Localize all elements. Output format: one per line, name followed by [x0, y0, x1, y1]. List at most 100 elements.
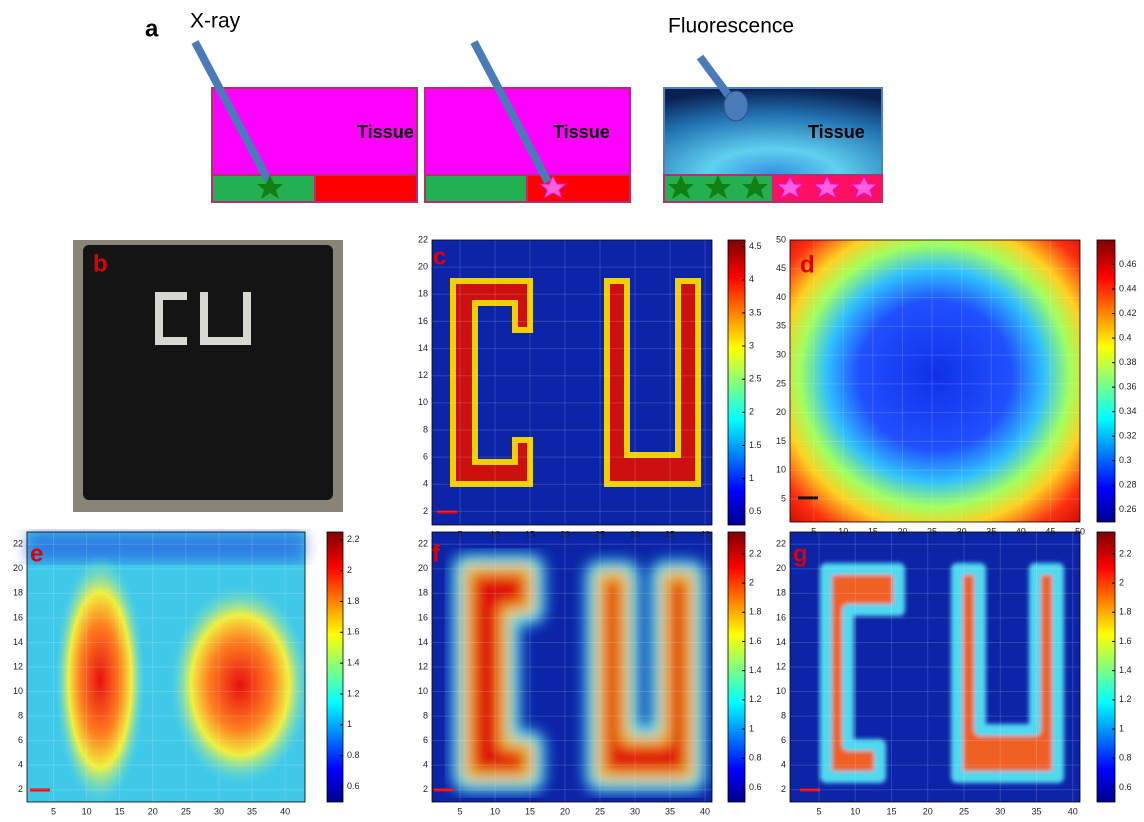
x-tick-label: 15: [868, 526, 878, 536]
colorbar-tick-label: 0.38: [1119, 357, 1137, 367]
colorbar-tick-label: 2: [749, 407, 754, 417]
colorbar-tick-label: 3.5: [749, 307, 762, 317]
x-tick-label: 30: [630, 806, 640, 816]
colorbar-tick-label: 1.2: [347, 688, 360, 698]
colorbar-tick-label: 2.5: [749, 374, 762, 384]
panel-label: b: [93, 250, 108, 277]
y-tick-label: 16: [13, 612, 23, 622]
colorbar-tick-label: 1: [347, 719, 352, 729]
x-tick-label: 45: [1045, 526, 1055, 536]
y-tick-label: 10: [776, 465, 786, 475]
colorbar-tick-label: 1.6: [1119, 636, 1132, 646]
panel-label: g: [793, 540, 808, 567]
panel-label: e: [30, 540, 43, 567]
colorbar-tick-label: 0.26: [1119, 504, 1137, 514]
x-tick-label: 20: [923, 806, 933, 816]
x-tick-label: 30: [957, 526, 967, 536]
colorbar: [1097, 240, 1115, 522]
y-tick-label: 16: [418, 612, 428, 622]
x-tick-label: 35: [247, 806, 257, 816]
y-tick-label: 2: [781, 784, 786, 794]
x-tick-label: 5: [816, 806, 821, 816]
colorbar-tick-label: 0.8: [347, 750, 360, 760]
strip: [425, 175, 527, 202]
y-tick-label: 4: [423, 760, 428, 770]
colorbar-tick-label: 2: [749, 577, 754, 587]
y-tick-label: 8: [423, 424, 428, 434]
y-tick-label: 8: [18, 710, 23, 720]
x-tick-label: 35: [665, 806, 675, 816]
y-tick-label: 20: [776, 563, 786, 573]
y-tick-label: 8: [423, 710, 428, 720]
x-tick-label: 40: [280, 806, 290, 816]
colorbar-tick-label: 0.44: [1119, 283, 1137, 293]
y-tick-label: 16: [418, 316, 428, 326]
xray-label: X-ray: [190, 10, 241, 33]
y-tick-label: 14: [418, 343, 428, 353]
y-tick-label: 6: [423, 735, 428, 745]
x-tick-label: 5: [811, 526, 816, 536]
blob: [55, 555, 145, 805]
y-tick-label: 4: [423, 479, 428, 489]
x-tick-label: 40: [700, 806, 710, 816]
y-tick-label: 14: [776, 637, 786, 647]
y-tick-label: 6: [781, 735, 786, 745]
colorbar-tick-label: 1.6: [749, 636, 762, 646]
y-tick-label: 25: [776, 378, 786, 388]
y-tick-label: 14: [418, 637, 428, 647]
y-tick-label: 20: [776, 407, 786, 417]
y-tick-label: 4: [781, 760, 786, 770]
x-tick-label: 20: [560, 806, 570, 816]
colorbar: [327, 532, 343, 802]
colorbar-tick-label: 1.5: [749, 440, 762, 450]
colorbar-tick-label: 2: [347, 565, 352, 575]
colorbar-tick-label: 2.2: [749, 548, 762, 558]
blob: [170, 585, 310, 785]
strip: [315, 175, 417, 202]
x-tick-label: 35: [986, 526, 996, 536]
colorbar-tick-label: 1.8: [1119, 607, 1132, 617]
x-tick-label: 10: [838, 526, 848, 536]
colorbar: [728, 532, 745, 802]
colorbar-tick-label: 0.5: [749, 506, 762, 516]
tissue-label: Tissue: [808, 122, 865, 142]
y-tick-label: 18: [776, 588, 786, 598]
colorbar-tick-label: 2.2: [347, 534, 360, 544]
x-tick-label: 25: [927, 526, 937, 536]
heatmap-e: [27, 532, 310, 805]
x-tick-label: 25: [595, 806, 605, 816]
colorbar-tick-label: 1.2: [749, 694, 762, 704]
y-tick-label: 20: [13, 563, 23, 573]
y-tick-label: 35: [776, 321, 786, 331]
y-tick-label: 4: [18, 760, 23, 770]
x-tick-label: 30: [995, 806, 1005, 816]
y-tick-label: 6: [18, 735, 23, 745]
x-tick-label: 40: [1068, 806, 1078, 816]
x-tick-label: 15: [525, 806, 535, 816]
panel-a: a X-ray Fluorescence Tissue Tissue Tissu…: [145, 10, 882, 202]
x-tick-label: 20: [897, 526, 907, 536]
figure: a X-ray Fluorescence Tissue Tissue Tissu…: [0, 0, 1144, 817]
x-tick-label: 10: [490, 806, 500, 816]
colorbar-tick-label: 4.5: [749, 241, 762, 251]
colorbar-tick-label: 4: [749, 274, 754, 284]
y-tick-label: 22: [418, 539, 428, 549]
colorbar-tick-label: 2: [1119, 577, 1124, 587]
x-tick-label: 25: [181, 806, 191, 816]
y-tick-label: 18: [13, 588, 23, 598]
y-tick-label: 16: [776, 612, 786, 622]
y-tick-label: 30: [776, 349, 786, 359]
colorbar-tick-label: 1.4: [1119, 665, 1132, 675]
colorbar: [728, 240, 745, 525]
colorbar-tick-label: 0.4: [1119, 332, 1132, 342]
panel-label: f: [432, 540, 441, 567]
x-tick-label: 15: [886, 806, 896, 816]
colorbar-tick-label: 0.34: [1119, 406, 1137, 416]
colorbar-tick-label: 1.4: [347, 658, 360, 668]
colorbar-tick-label: 0.6: [1119, 782, 1132, 792]
colorbar-tick-label: 3: [749, 340, 754, 350]
x-tick-label: 5: [51, 806, 56, 816]
y-tick-label: 8: [781, 710, 786, 720]
y-tick-label: 6: [423, 452, 428, 462]
heatmap: [790, 240, 1080, 522]
